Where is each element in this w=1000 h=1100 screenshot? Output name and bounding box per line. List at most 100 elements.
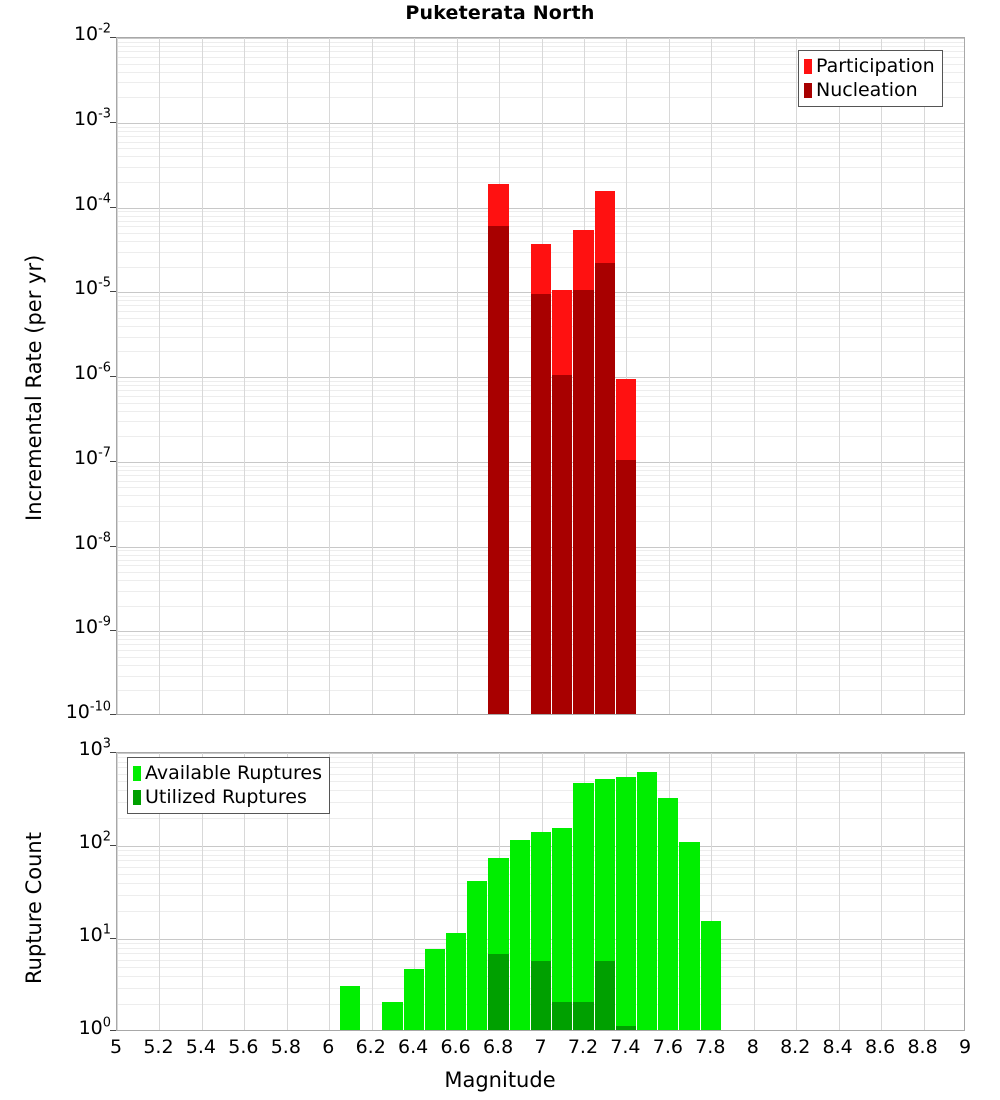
y-tick-mark — [110, 714, 116, 715]
y-tick-label: 10-7 — [74, 446, 111, 468]
gridline-minor — [117, 211, 964, 213]
y-tick-exponent: 0 — [102, 1015, 111, 1031]
x-axis-label: Magnitude — [444, 1068, 556, 1092]
y-tick-mantissa: 10 — [78, 738, 103, 760]
bar-available-ruptures — [467, 881, 488, 1030]
gridline-vertical — [159, 753, 161, 1030]
x-tick-label: 5.4 — [185, 1036, 216, 1058]
x-tick-label: 5.6 — [228, 1036, 259, 1058]
bar-nucleation — [530, 294, 552, 714]
x-tick-label: 7.4 — [610, 1036, 641, 1058]
x-tick-label: 7 — [534, 1036, 547, 1058]
gridline-minor — [117, 156, 964, 158]
legend-item[interactable]: Utilized Ruptures — [133, 785, 322, 809]
gridline-minor — [117, 141, 964, 143]
bar-available-ruptures — [509, 840, 530, 1030]
y-tick-exponent: -4 — [98, 191, 111, 207]
x-tick-label: 8.6 — [864, 1036, 896, 1058]
gridline-vertical — [329, 38, 331, 714]
gridline-vertical — [329, 753, 331, 1030]
gridline-vertical — [286, 753, 288, 1030]
bar-available-ruptures — [382, 1002, 403, 1030]
legend-color-swatch-icon — [804, 58, 812, 74]
y-tick-mark — [110, 37, 116, 38]
gridline-minor — [117, 71, 964, 73]
y-tick-exponent: -8 — [98, 530, 111, 546]
y-tick-exponent: -10 — [89, 699, 111, 715]
gridline-vertical — [838, 38, 840, 714]
y-tick-label: 10-3 — [73, 107, 111, 130]
gridline-vertical — [414, 753, 416, 1030]
y-tick-exponent: -6 — [98, 360, 111, 376]
gridline-vertical — [117, 753, 118, 1030]
y-tick-mantissa: 10 — [78, 1017, 103, 1039]
gridline-vertical — [159, 38, 161, 714]
x-tick-label: 5 — [109, 1036, 123, 1058]
gridline-minor — [117, 148, 964, 150]
y-tick-exponent: -3 — [98, 106, 111, 122]
gridline-vertical — [923, 38, 925, 714]
y-tick-exponent: 3 — [102, 736, 111, 752]
y-tick-exponent: -7 — [98, 445, 111, 461]
y-tick-mark — [110, 206, 116, 208]
bar-utilized-ruptures — [615, 1026, 636, 1030]
bar-available-ruptures — [679, 842, 700, 1030]
y-tick-label: 101 — [79, 924, 111, 945]
bar-utilized-ruptures — [488, 954, 509, 1030]
y-tick-label: 100 — [78, 1015, 111, 1039]
legend-item-label: Participation — [816, 54, 935, 77]
legend-item-label: Utilized Ruptures — [145, 785, 307, 808]
gridline-minor — [117, 215, 964, 217]
bar-available-ruptures — [658, 798, 679, 1030]
legend-item[interactable]: Available Ruptures — [133, 761, 322, 785]
legend-item[interactable]: Participation — [804, 54, 935, 78]
x-tick-label: 7.8 — [695, 1036, 726, 1058]
y-tick-mantissa: 10 — [73, 23, 99, 45]
y-tick-mantissa: 10 — [73, 277, 99, 300]
bar-available-ruptures — [403, 969, 424, 1030]
gridline-minor — [117, 167, 964, 169]
y-tick-mark — [110, 938, 116, 939]
gridline-vertical — [881, 753, 883, 1030]
legend-item[interactable]: Nucleation — [804, 78, 935, 102]
y-tick-label: 10-2 — [73, 23, 111, 45]
y-tick-exponent: 2 — [102, 829, 111, 845]
gridline-vertical — [456, 753, 458, 1030]
x-tick-label: 5.8 — [270, 1036, 301, 1058]
gridline-vertical — [668, 38, 670, 714]
gridline-minor — [117, 762, 964, 763]
bar-utilized-ruptures — [594, 961, 615, 1030]
gridline-vertical — [371, 38, 373, 714]
gridline-vertical — [711, 753, 713, 1030]
gridline-vertical — [201, 38, 203, 714]
x-tick-label: 8.8 — [907, 1036, 938, 1058]
y-tick-mark — [110, 121, 116, 123]
y-tick-mantissa: 10 — [73, 616, 99, 639]
gridline-minor — [117, 63, 964, 65]
x-tick-label: 6.2 — [355, 1036, 386, 1058]
y-tick-mark — [110, 376, 116, 377]
bottom-panel-y-axis-label: Rupture Count — [22, 831, 46, 984]
y-tick-label: 10-4 — [74, 192, 111, 214]
x-tick-label: 6.4 — [398, 1036, 429, 1058]
y-tick-mantissa: 10 — [73, 107, 99, 130]
bar-available-ruptures — [637, 771, 658, 1030]
gridline-minor — [117, 126, 964, 128]
bar-nucleation — [552, 375, 573, 714]
gridline-vertical — [711, 38, 713, 714]
bar-available-ruptures — [615, 777, 636, 1030]
gridline-vertical — [117, 38, 118, 714]
gridline-vertical — [626, 38, 628, 714]
bar-available-ruptures — [700, 920, 721, 1030]
gridline-minor — [117, 56, 964, 58]
y-tick-mantissa: 10 — [73, 531, 99, 554]
y-tick-exponent: -9 — [98, 614, 111, 630]
y-tick-mark — [110, 845, 116, 846]
gridline-vertical — [286, 38, 288, 714]
bar-available-ruptures — [424, 948, 445, 1030]
x-tick-label: 9 — [958, 1036, 972, 1058]
gridline-minor — [117, 130, 964, 132]
gridline-minor — [117, 773, 964, 775]
bar-nucleation — [573, 290, 594, 714]
gridline-minor — [117, 241, 964, 243]
